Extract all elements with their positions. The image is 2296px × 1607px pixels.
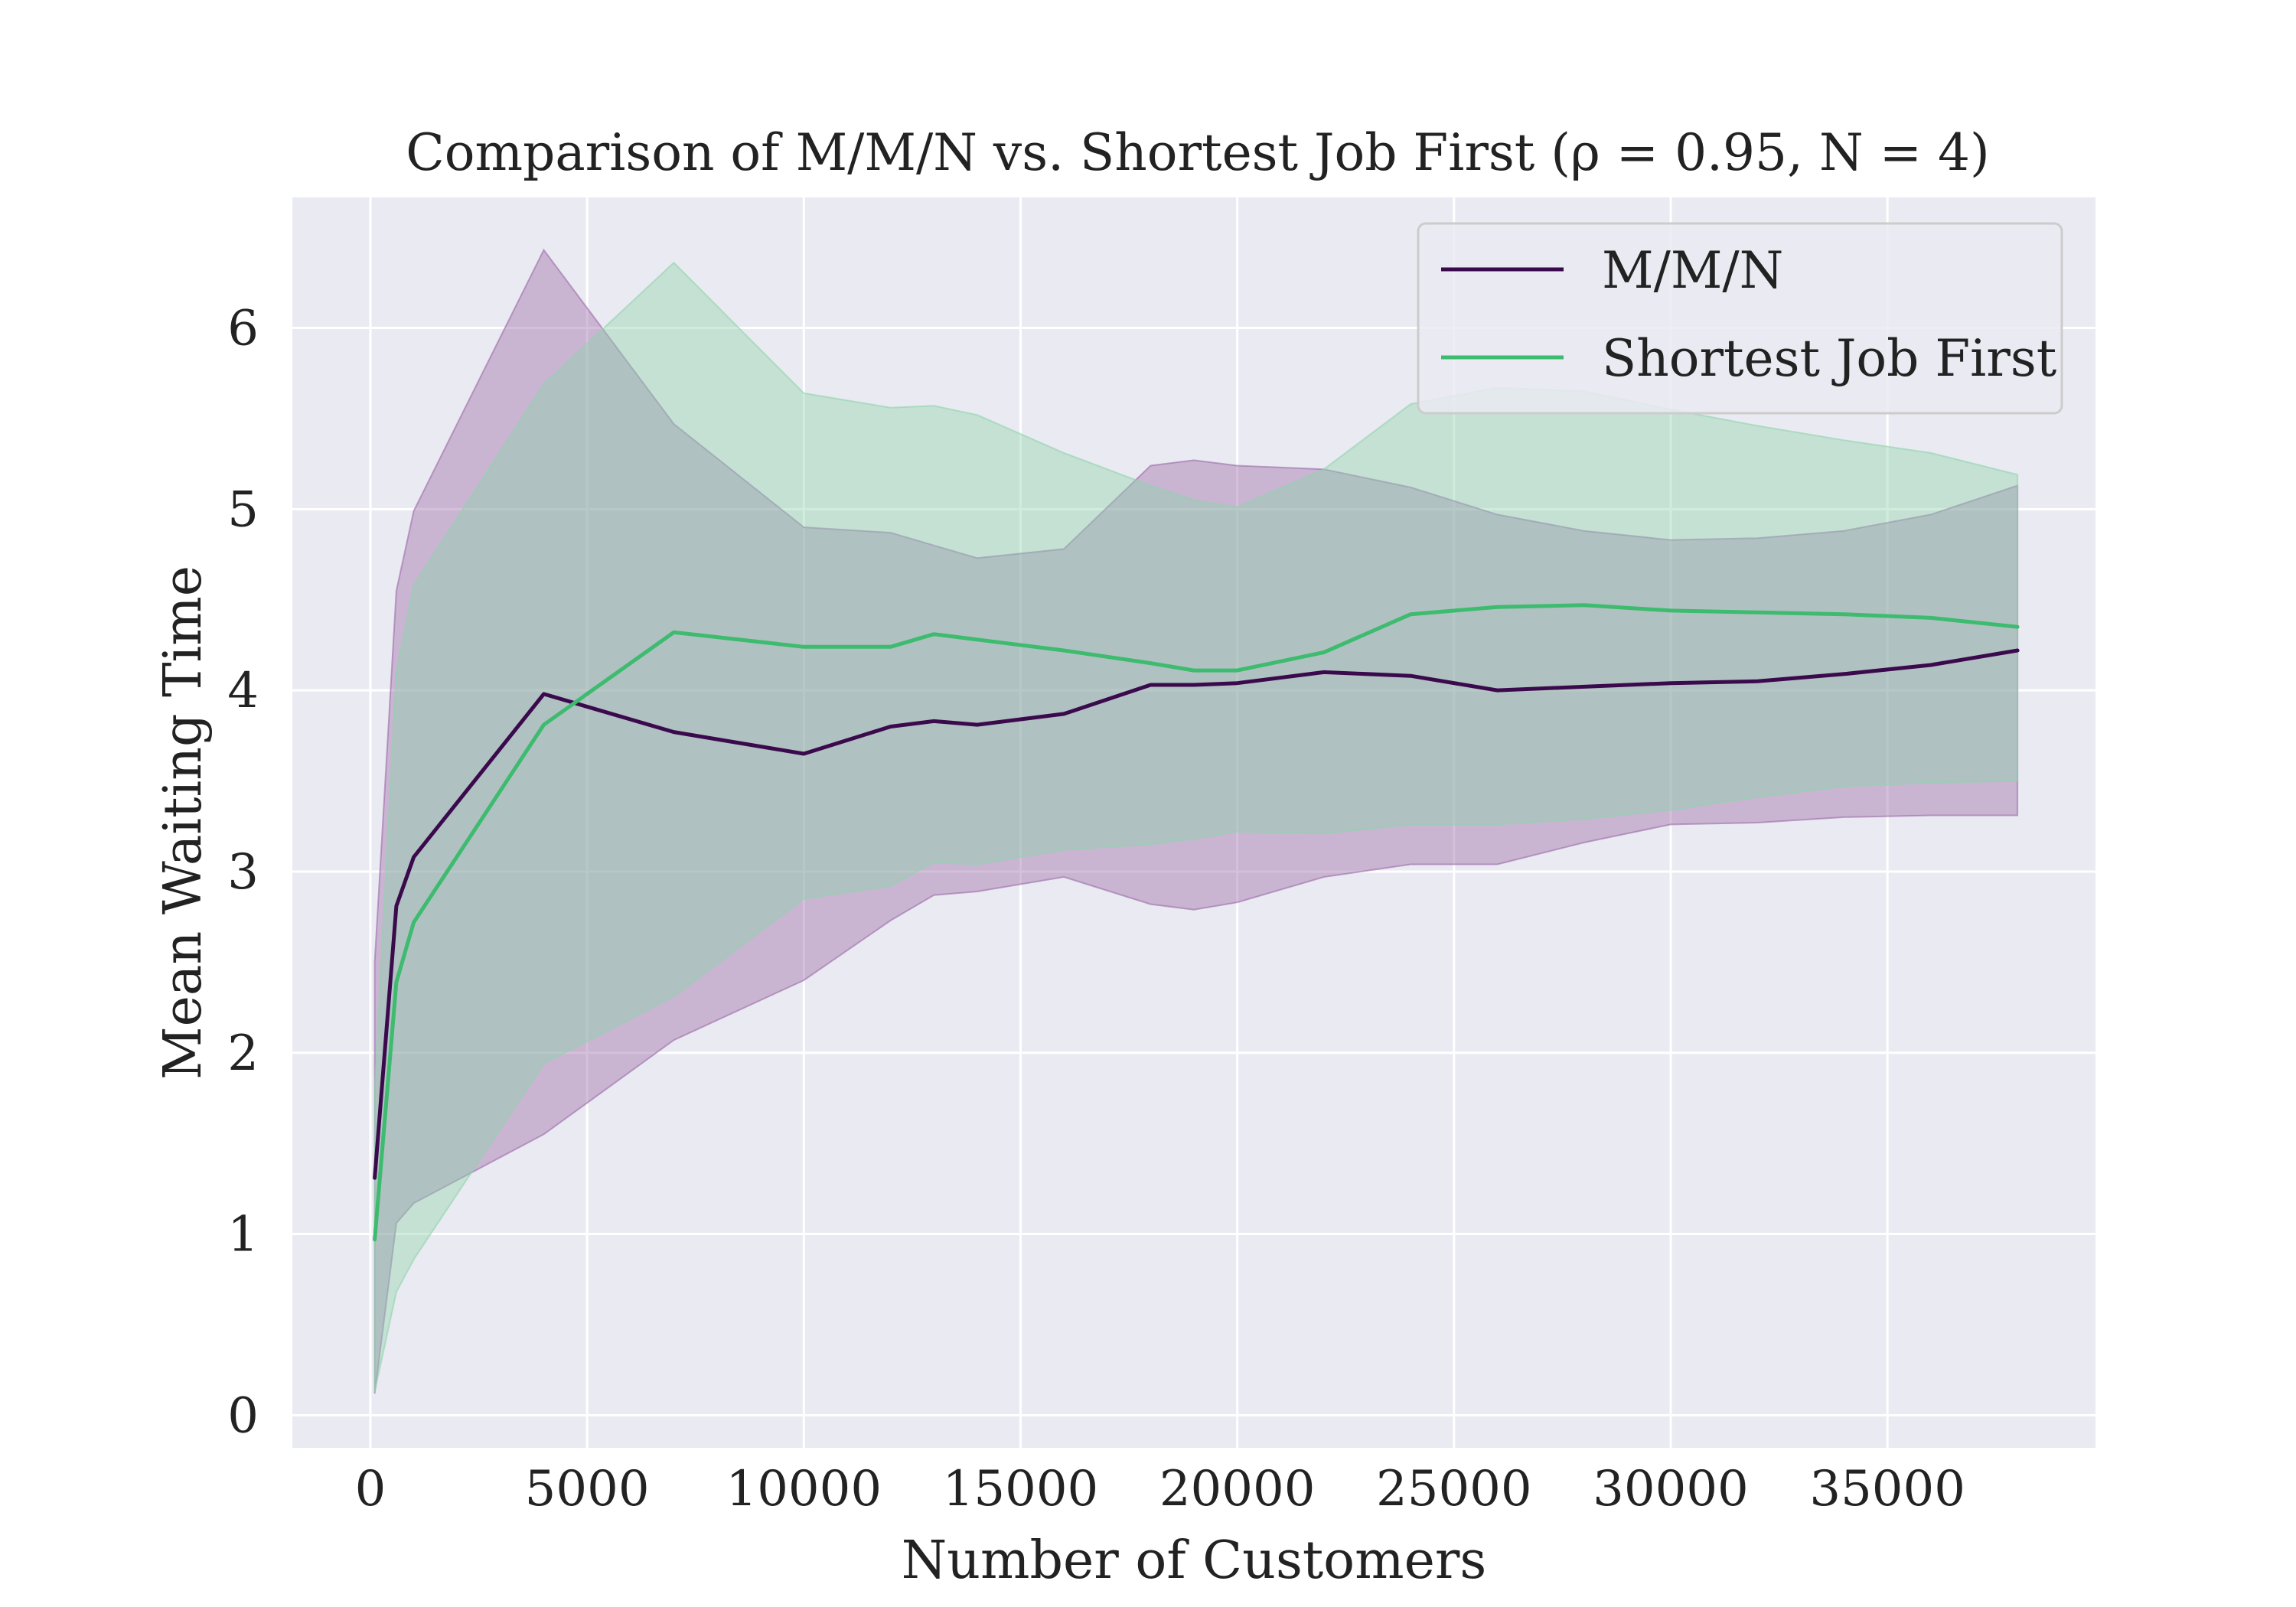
y-tick-label: 2: [227, 1025, 259, 1082]
y-axis-label: Mean Waiting Time: [153, 566, 214, 1080]
x-tick-labels: 0 5000 10000 15000 20000 25000 30000 35000: [355, 1461, 1965, 1517]
x-tick-label: 20000: [1159, 1461, 1316, 1517]
series-line-sjf: [373, 603, 2020, 1242]
x-tick-label: 0: [355, 1461, 386, 1517]
legend-label-sjf: Shortest Job First: [1602, 329, 2056, 388]
y-tick-label: 3: [227, 844, 259, 901]
y-tick-label: 1: [227, 1207, 259, 1263]
legend-label-mmn: M/M/N: [1602, 241, 1783, 300]
legend-box: [1417, 222, 2063, 415]
confidence-bands: [373, 248, 2019, 1394]
y-tick-label: 0: [227, 1387, 259, 1444]
x-tick-label: 10000: [726, 1461, 882, 1517]
x-tick-label: 5000: [525, 1461, 650, 1517]
y-tick-label: 6: [227, 301, 259, 357]
x-tick-label: 30000: [1593, 1461, 1749, 1517]
band-sjf: [373, 261, 2019, 1392]
x-tick-label: 15000: [943, 1461, 1099, 1517]
x-tick-label: 25000: [1376, 1461, 1532, 1517]
series-line-mmn: [373, 648, 2020, 1180]
y-tick-label: 4: [227, 663, 259, 719]
chart-title: Comparison of M/M/N vs. Shortest Job Fir…: [406, 123, 1989, 182]
y-tick-label: 5: [227, 481, 259, 538]
x-axis-label: Number of Customers: [902, 1530, 1487, 1591]
series-lines: [373, 603, 2020, 1242]
band-mmn: [373, 248, 2019, 1394]
legend: M/M/N Shortest Job First: [1417, 222, 2063, 415]
y-tick-labels: 0 1 2 3 4 5 6: [227, 301, 259, 1445]
x-tick-label: 35000: [1809, 1461, 1965, 1517]
